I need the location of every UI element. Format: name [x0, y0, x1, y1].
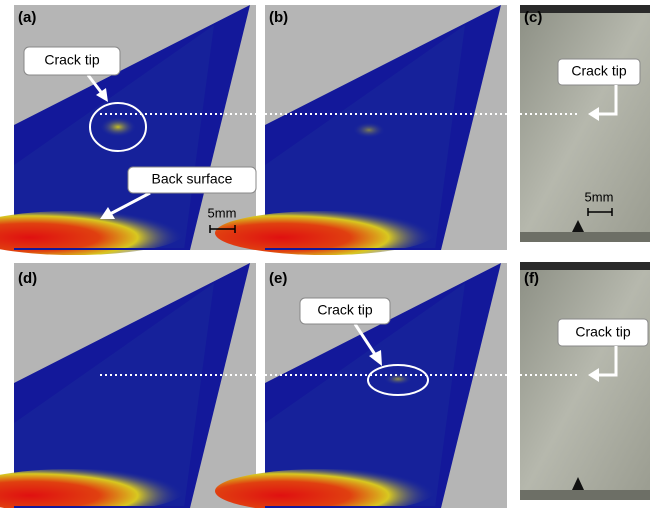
panel-b — [215, 5, 507, 255]
panel-label: (c) — [524, 9, 542, 26]
panel-d — [0, 263, 256, 508]
callout-text: Crack tip — [317, 302, 372, 318]
panel-label: (d) — [18, 270, 37, 287]
scale-label: 5mm — [585, 189, 614, 204]
figure: (a) (b) (c) (d) (e) (f) Crack tip Back s… — [0, 0, 654, 508]
panel-label: (a) — [18, 9, 36, 26]
callout-text: Crack tip — [575, 324, 630, 340]
callout-text: Crack tip — [44, 52, 99, 68]
panel-c — [520, 5, 650, 242]
scale-label: 5mm — [208, 205, 237, 220]
panel-label: (b) — [269, 9, 288, 26]
panel-label: (f) — [524, 270, 539, 287]
panel-label: (e) — [269, 270, 287, 287]
callout-text: Back surface — [152, 171, 233, 187]
panel-f — [520, 262, 650, 500]
callout-text: Crack tip — [571, 63, 626, 79]
